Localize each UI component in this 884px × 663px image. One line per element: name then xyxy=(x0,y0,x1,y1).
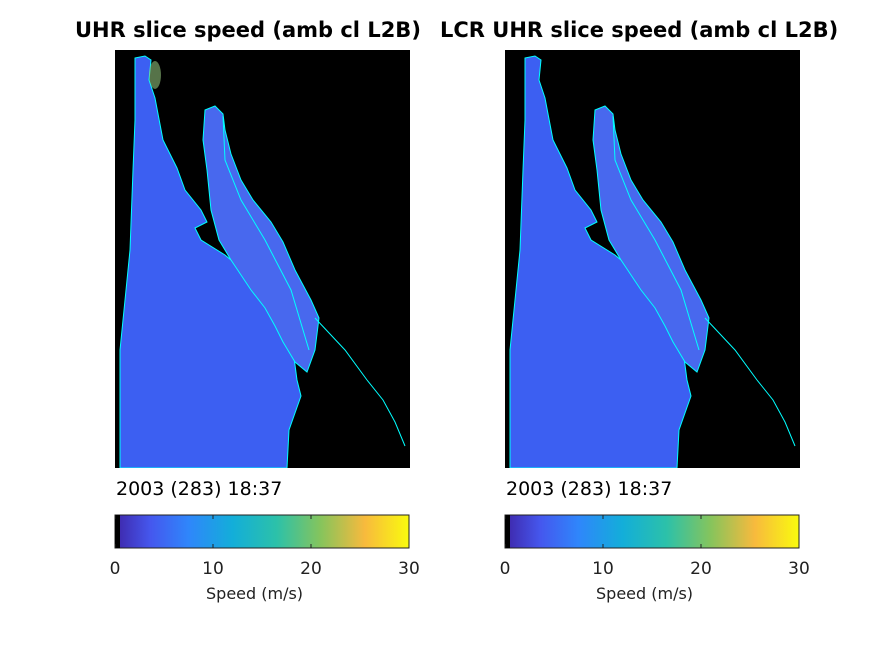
colorbar-zero-swatch xyxy=(115,515,120,548)
left-colorbar: 0 10 20 30 xyxy=(110,514,420,579)
left-panel: UHR slice speed (amb cl L2B) 2003 (283) … xyxy=(0,0,440,663)
left-colorbar-label: Speed (m/s) xyxy=(206,584,304,603)
colorbar-tick-label: 0 xyxy=(110,559,121,579)
left-speed-map xyxy=(115,50,410,468)
right-speed-map xyxy=(505,50,800,468)
coastline xyxy=(222,115,406,447)
left-chart-title: UHR slice speed (amb cl L2B) xyxy=(75,18,421,42)
coastline xyxy=(612,115,796,447)
colorbar-gradient xyxy=(504,514,800,549)
right-colorbar: 0 10 20 30 xyxy=(500,514,810,579)
colorbar-tick-label: 0 xyxy=(500,559,511,579)
right-timestamp: 2003 (283) 18:37 xyxy=(506,478,673,500)
colorbar-tick-label: 30 xyxy=(398,559,420,579)
colorbar-tick-label: 30 xyxy=(788,559,810,579)
colorbar-tick-label: 20 xyxy=(690,559,712,579)
left-timestamp: 2003 (283) 18:37 xyxy=(116,478,283,500)
right-panel: LCR UHR slice speed (amb cl L2B) 2003 (2… xyxy=(390,0,838,663)
high-speed-patch xyxy=(149,61,161,89)
right-colorbar-label: Speed (m/s) xyxy=(596,584,694,603)
colorbar-tick-label: 20 xyxy=(300,559,322,579)
gulf-speed-field xyxy=(202,105,320,373)
colorbar-zero-swatch xyxy=(505,515,510,548)
colorbar-gradient xyxy=(114,514,410,549)
colorbar-tick-label: 10 xyxy=(202,559,224,579)
right-chart-title: LCR UHR slice speed (amb cl L2B) xyxy=(440,18,839,42)
colorbar-tick-label: 10 xyxy=(592,559,614,579)
gulf-speed-field xyxy=(592,105,710,373)
